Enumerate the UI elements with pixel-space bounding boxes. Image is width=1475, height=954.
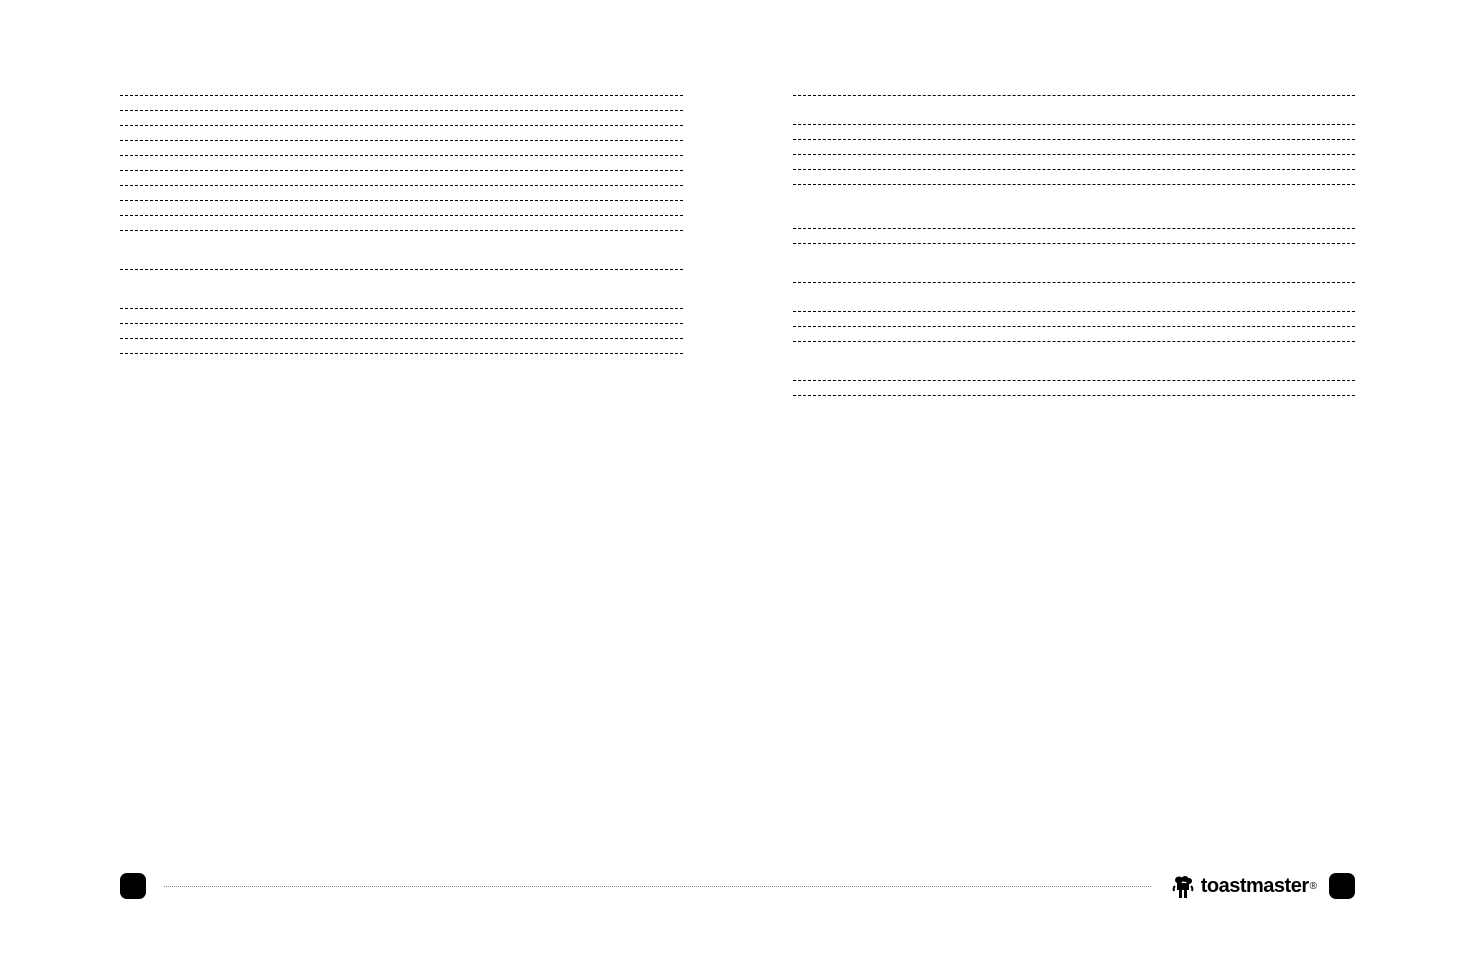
spacer <box>793 104 1356 124</box>
line-group <box>793 282 1356 283</box>
write-line <box>120 200 683 201</box>
line-group <box>793 124 1356 185</box>
write-line <box>120 110 683 111</box>
footer-divider-line <box>164 886 1151 887</box>
write-line <box>120 125 683 126</box>
line-group <box>120 308 683 354</box>
spacer <box>120 239 683 269</box>
write-line <box>120 155 683 156</box>
line-group <box>793 228 1356 244</box>
write-line <box>120 308 683 309</box>
write-line <box>793 395 1356 396</box>
write-line <box>120 170 683 171</box>
right-column <box>793 95 1356 404</box>
write-line <box>120 353 683 354</box>
write-line <box>793 95 1356 96</box>
page-container: toastmaster ® <box>0 0 1475 954</box>
write-line <box>793 184 1356 185</box>
write-line <box>120 338 683 339</box>
write-line <box>793 380 1356 381</box>
write-line <box>120 269 683 270</box>
write-line <box>793 154 1356 155</box>
line-group <box>120 95 683 231</box>
write-line <box>793 124 1356 125</box>
line-group <box>793 311 1356 342</box>
footer-right-marker <box>1329 873 1355 899</box>
brand-logo: toastmaster ® <box>1169 872 1317 900</box>
registered-mark: ® <box>1310 881 1317 892</box>
write-line <box>793 326 1356 327</box>
write-line <box>793 282 1356 283</box>
write-line <box>793 139 1356 140</box>
left-column <box>120 95 683 404</box>
write-line <box>120 185 683 186</box>
write-line <box>793 169 1356 170</box>
footer: toastmaster ® <box>0 872 1475 900</box>
write-line <box>793 243 1356 244</box>
line-group <box>120 269 683 270</box>
spacer <box>793 291 1356 311</box>
write-line <box>793 311 1356 312</box>
write-line <box>120 140 683 141</box>
line-group <box>793 380 1356 396</box>
chef-icon <box>1169 872 1197 900</box>
spacer <box>120 278 683 308</box>
spacer <box>793 252 1356 282</box>
line-group <box>793 95 1356 96</box>
write-line <box>120 323 683 324</box>
write-line <box>793 228 1356 229</box>
footer-left-marker <box>120 873 146 899</box>
spacer <box>793 193 1356 228</box>
write-line <box>120 95 683 96</box>
write-line <box>793 341 1356 342</box>
brand-name-text: toastmaster <box>1201 875 1309 898</box>
write-line <box>120 230 683 231</box>
columns-wrapper <box>120 95 1355 404</box>
write-line <box>120 215 683 216</box>
spacer <box>793 350 1356 380</box>
